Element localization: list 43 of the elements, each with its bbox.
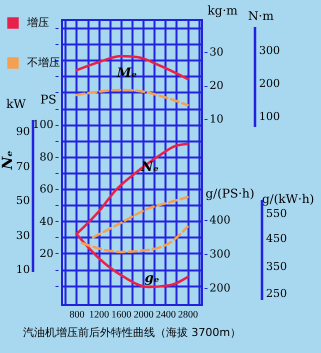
y-tick-label: 40 — [40, 214, 54, 228]
y3-tick-label: 200 — [210, 281, 230, 294]
text: 90 — [16, 125, 30, 138]
legend-label: 增压 — [26, 16, 49, 29]
text: 200 — [259, 77, 280, 90]
text: Nₑ — [0, 150, 16, 171]
x-tick-label: 800 — [69, 310, 84, 320]
x-tick-label: 1200 — [89, 310, 110, 320]
y-tick-label: 100 — [32, 118, 54, 132]
text: 30 — [16, 229, 30, 242]
line-series — [75, 88, 189, 106]
text: 10 — [16, 263, 30, 276]
text: g/(kW·h) — [262, 192, 314, 206]
x-tick-label: 1600 — [111, 310, 132, 320]
text: 100 — [259, 110, 280, 123]
x-tick-label: 2800 — [178, 310, 198, 320]
y2-tick-label: 20 — [210, 79, 224, 92]
y-axis-title: PS — [40, 92, 56, 106]
x-tick-label: 2000 — [134, 310, 154, 320]
text: 250 — [266, 287, 287, 300]
text: kW — [6, 97, 26, 111]
text: 350 — [266, 260, 287, 273]
y3-tick-label: 300 — [210, 247, 230, 260]
y2-axis-title: kg·m — [208, 4, 238, 18]
y-tick-label: 20 — [40, 246, 54, 260]
line-series — [75, 54, 189, 80]
y2-tick-label: 30 — [210, 46, 224, 59]
y3-tick-label: 400 — [210, 213, 230, 226]
text: 70 — [16, 160, 30, 173]
y-tick-label: 60 — [40, 182, 54, 196]
legend-label: 不增压 — [27, 56, 60, 69]
line-series — [92, 196, 189, 239]
x-tick-label: 2400 — [156, 310, 176, 320]
text: 50 — [16, 194, 30, 207]
y3-axis-title: g/(PS·h) — [206, 186, 254, 200]
y2-tick-label: 10 — [210, 112, 224, 126]
text: N·m — [248, 9, 274, 23]
line-series — [80, 226, 189, 254]
y-tick-label: 80 — [40, 150, 54, 164]
text: 550 — [266, 207, 287, 220]
text: 300 — [259, 44, 280, 57]
text: 汽油机增压前后外特性曲线（海拔 3700m） — [22, 326, 242, 339]
text: 450 — [266, 232, 287, 245]
